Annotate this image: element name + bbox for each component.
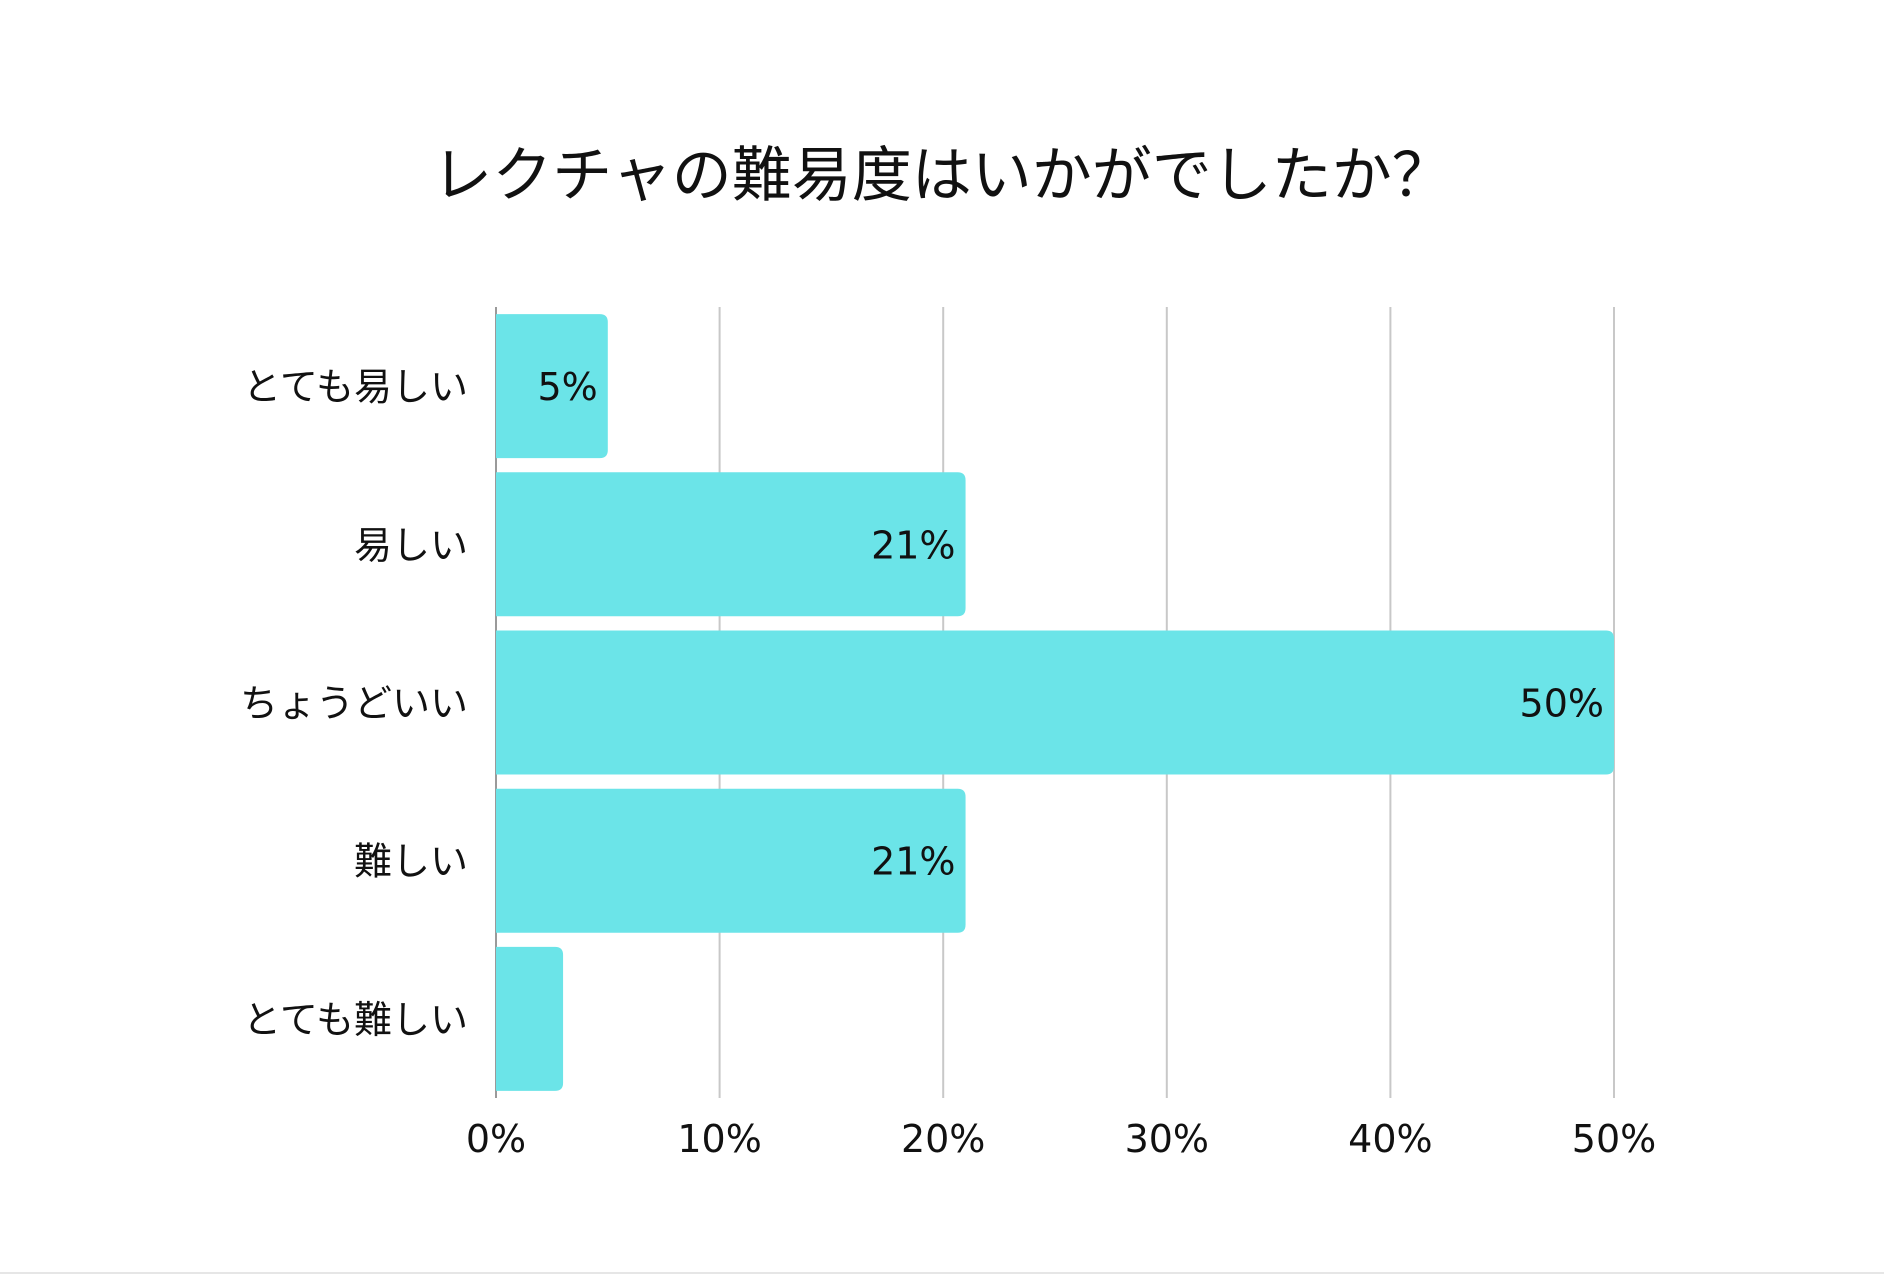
value-label: 21% xyxy=(871,840,955,884)
x-tick-label: 40% xyxy=(1348,1117,1432,1161)
bar xyxy=(496,472,966,617)
x-tick-label: 20% xyxy=(901,1117,985,1161)
x-tick-label: 50% xyxy=(1572,1117,1656,1161)
value-label: 5% xyxy=(538,365,598,409)
category-label: とても難しい xyxy=(243,998,468,1042)
bar xyxy=(496,946,564,1091)
bottom-border xyxy=(0,1272,1884,1274)
bar xyxy=(496,630,1614,775)
value-label: 50% xyxy=(1520,682,1604,726)
x-tick-label: 10% xyxy=(677,1117,761,1161)
category-label: とても易しい xyxy=(243,365,468,409)
x-tick-label: 0% xyxy=(466,1117,526,1161)
chart-title: レクチャの難易度はいかがでしたか？ xyxy=(432,141,1451,211)
x-tick-label: 30% xyxy=(1125,1117,1209,1161)
bar xyxy=(496,788,966,933)
value-labels: 5% 21% 50% 21% xyxy=(538,365,1604,884)
bars xyxy=(496,314,1614,1091)
category-label: 易しい xyxy=(354,523,468,567)
bar xyxy=(496,314,608,459)
value-label: 21% xyxy=(871,523,955,567)
category-label: ちょうどいい xyxy=(240,682,468,726)
category-label: 難しい xyxy=(354,840,468,884)
x-axis-ticks: 0% 10% 20% 30% 40% 50% xyxy=(466,1117,1656,1161)
